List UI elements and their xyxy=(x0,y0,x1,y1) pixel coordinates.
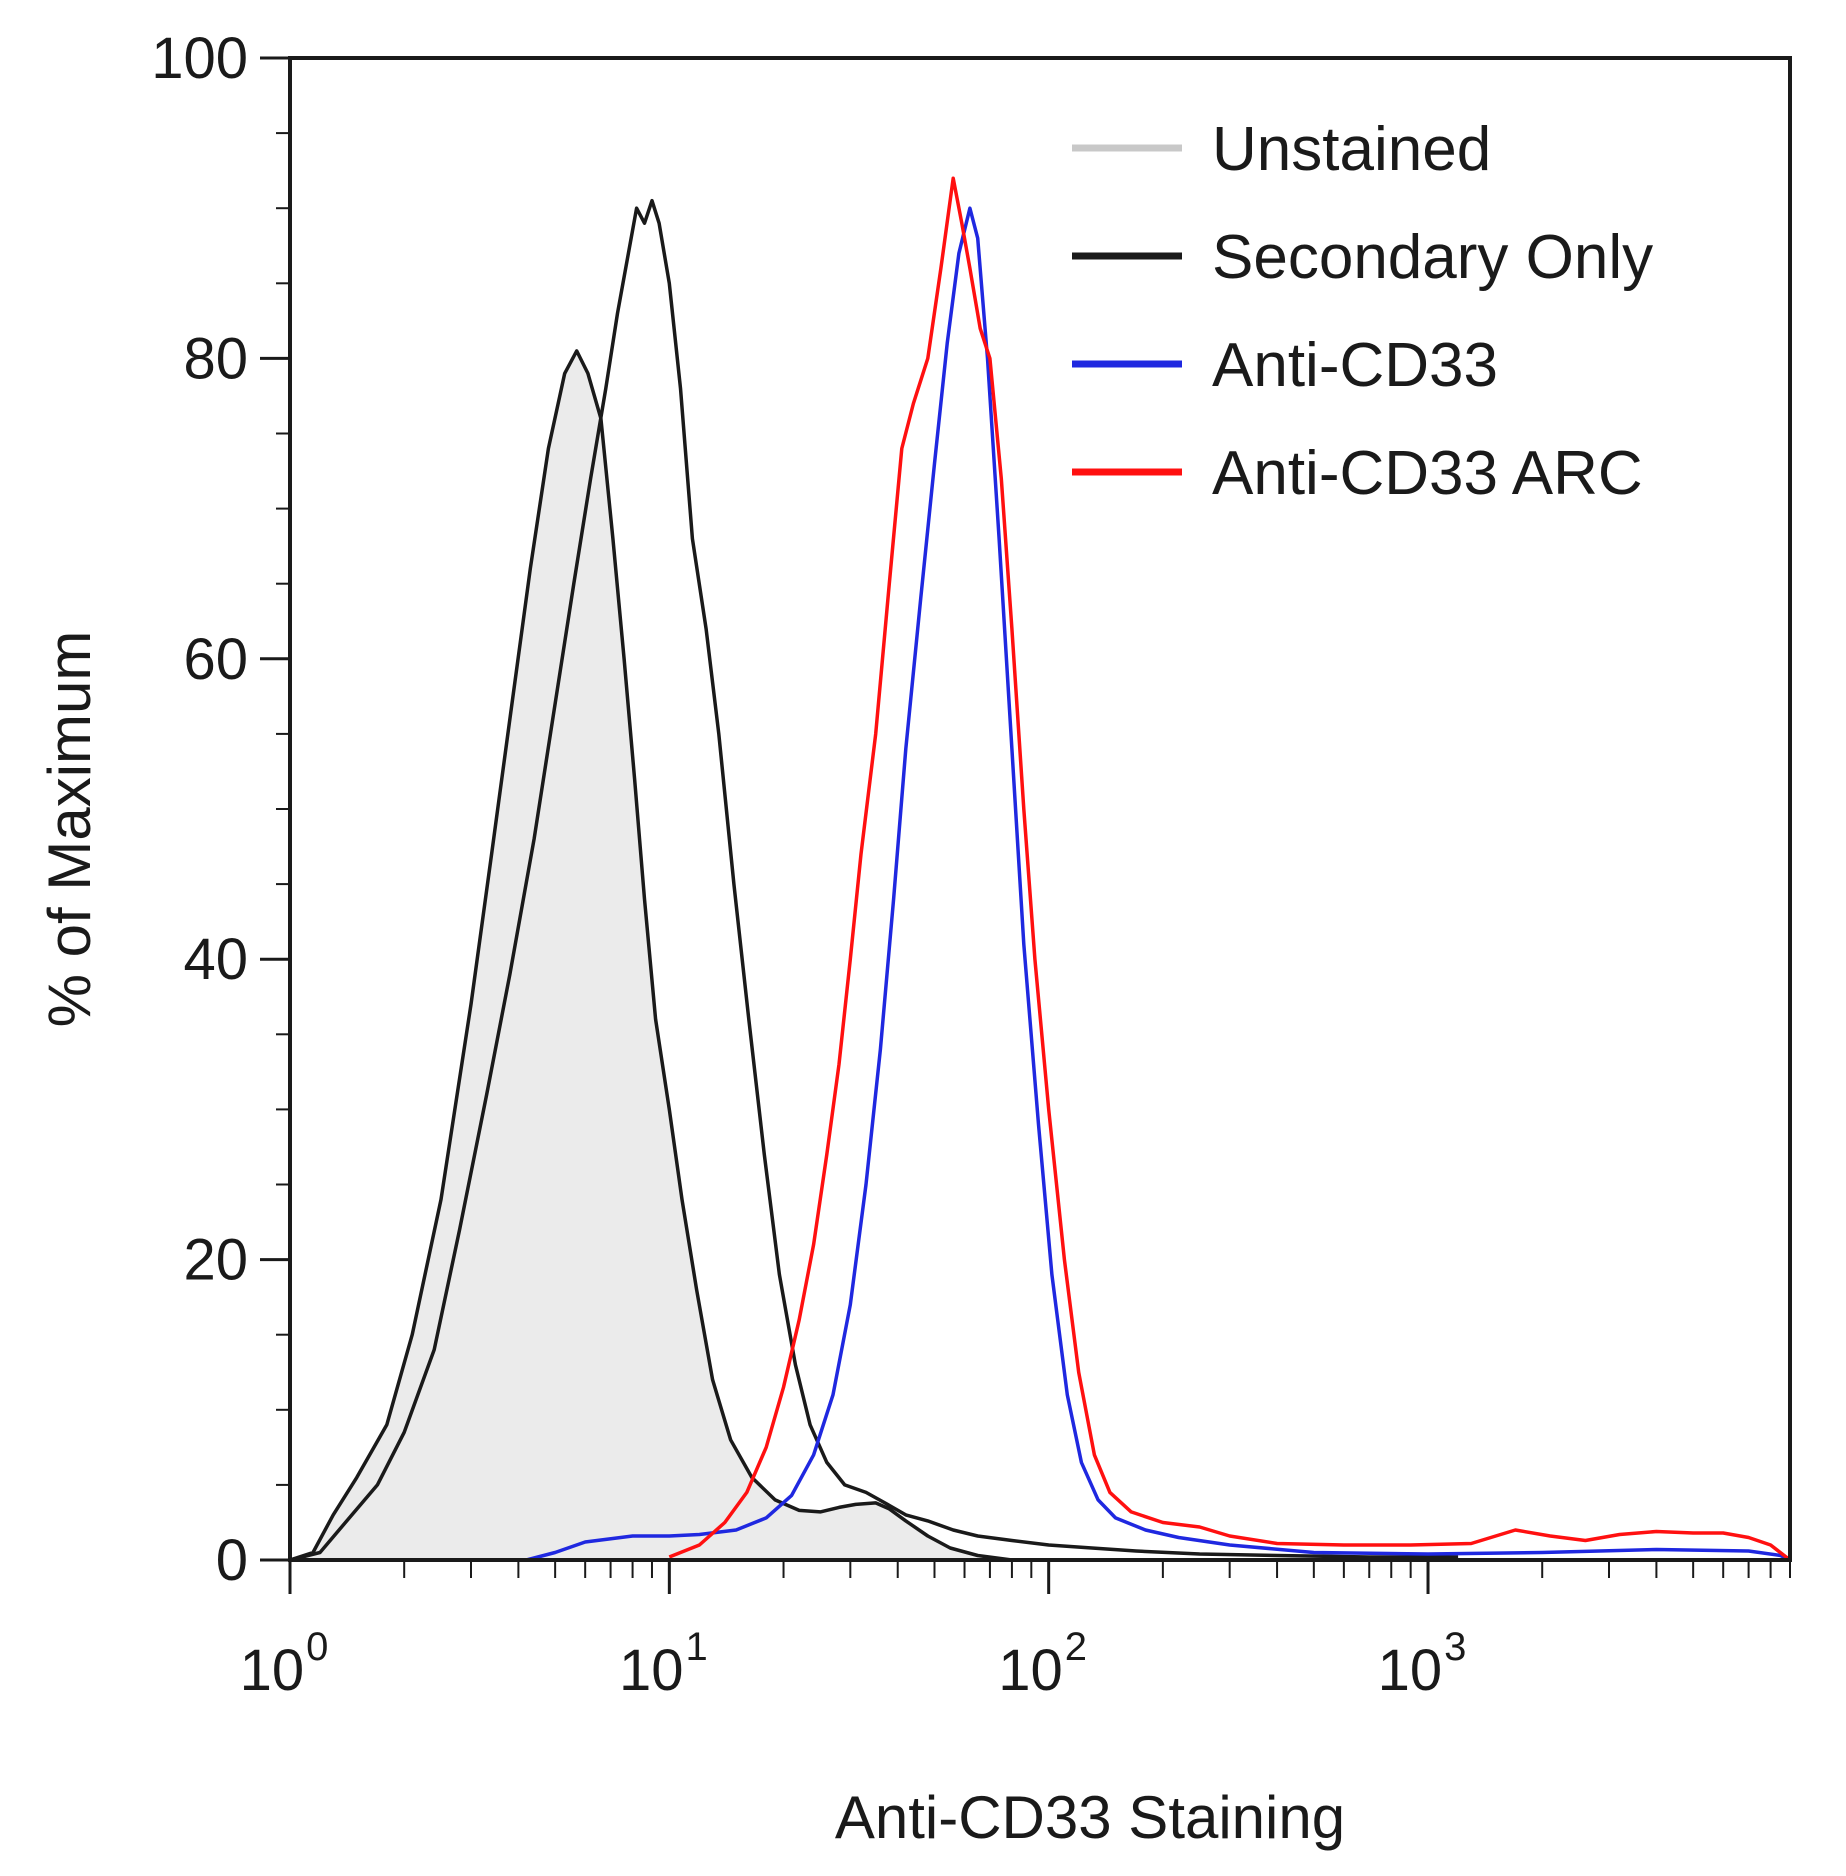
x-axis-title: Anti-CD33 Staining xyxy=(835,1784,1345,1851)
series-line-0 xyxy=(289,349,1013,1562)
legend: Unstained Secondary Only Anti-CD33 Anti-CD3… xyxy=(1072,115,1653,508)
y-tick-label: 60 xyxy=(183,627,248,692)
series-line-3 xyxy=(668,176,1792,1562)
legend-label-2: Anti-CD33 xyxy=(1212,331,1498,400)
series-line-2 xyxy=(525,206,1791,1562)
y-tick-label: 40 xyxy=(183,927,248,992)
legend-label-0: Unstained xyxy=(1212,115,1491,184)
x-tick-label: 102 xyxy=(998,1625,1087,1703)
x-tick-label: 100 xyxy=(240,1625,329,1703)
series-line-1 xyxy=(289,198,1459,1562)
y-tick-label: 80 xyxy=(183,326,248,391)
y-tick-label: 100 xyxy=(151,26,248,91)
y-axis-title: % of Maximum xyxy=(36,631,103,1028)
axis-layer: 0 20 40 60 80 100 100 101 102 103 xyxy=(151,26,1791,1703)
series-layer xyxy=(289,176,1792,1562)
x-tick-label: 103 xyxy=(1378,1625,1467,1703)
series-fill-0 xyxy=(290,350,1012,1560)
legend-label-3: Anti-CD33 ARC xyxy=(1212,439,1643,508)
x-tick-label: 101 xyxy=(619,1625,708,1703)
legend-label-1: Secondary Only xyxy=(1212,223,1653,292)
y-tick-label: 20 xyxy=(183,1228,248,1293)
y-tick-label: 0 xyxy=(216,1528,248,1593)
